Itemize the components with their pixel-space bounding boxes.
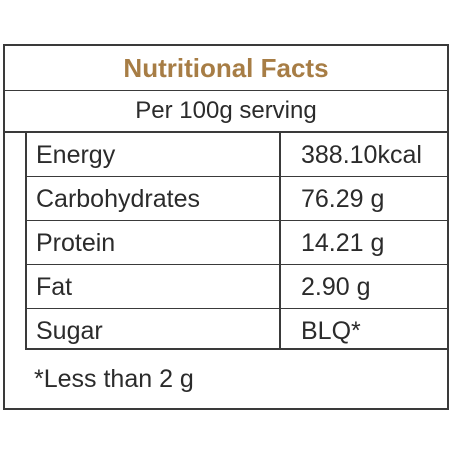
nutrient-row-energy: Energy 388.10kcal	[25, 133, 449, 177]
nutrient-value: 76.29 g	[279, 177, 451, 220]
nutrient-label: Sugar	[36, 317, 103, 345]
nutrition-facts-table: Nutritional Facts Per 100g serving Energ…	[3, 44, 449, 410]
nutrient-rows: Energy 388.10kcal Carbohydrates 76.29 g …	[25, 133, 449, 350]
nutrient-value: 14.21 g	[279, 221, 451, 264]
footnote: *Less than 2 g	[34, 365, 194, 393]
nutrient-label: Fat	[36, 273, 73, 301]
nutrient-value: 388.10kcal	[279, 133, 451, 176]
nutrient-row-protein: Protein 14.21 g	[25, 221, 449, 265]
nutrient-value: 2.90 g	[279, 265, 451, 308]
nutrient-label: Energy	[36, 141, 116, 169]
nutrient-label: Carbohydrates	[36, 185, 200, 213]
nutrient-label: Protein	[36, 229, 116, 257]
nutrient-value: BLQ*	[279, 309, 451, 348]
table-title: Nutritional Facts	[5, 46, 447, 91]
serving-size: Per 100g serving	[5, 91, 447, 133]
nutrient-row-fat: Fat 2.90 g	[25, 265, 449, 309]
nutrient-row-sugar: Sugar BLQ*	[25, 309, 449, 350]
nutrient-row-carbohydrates: Carbohydrates 76.29 g	[25, 177, 449, 221]
